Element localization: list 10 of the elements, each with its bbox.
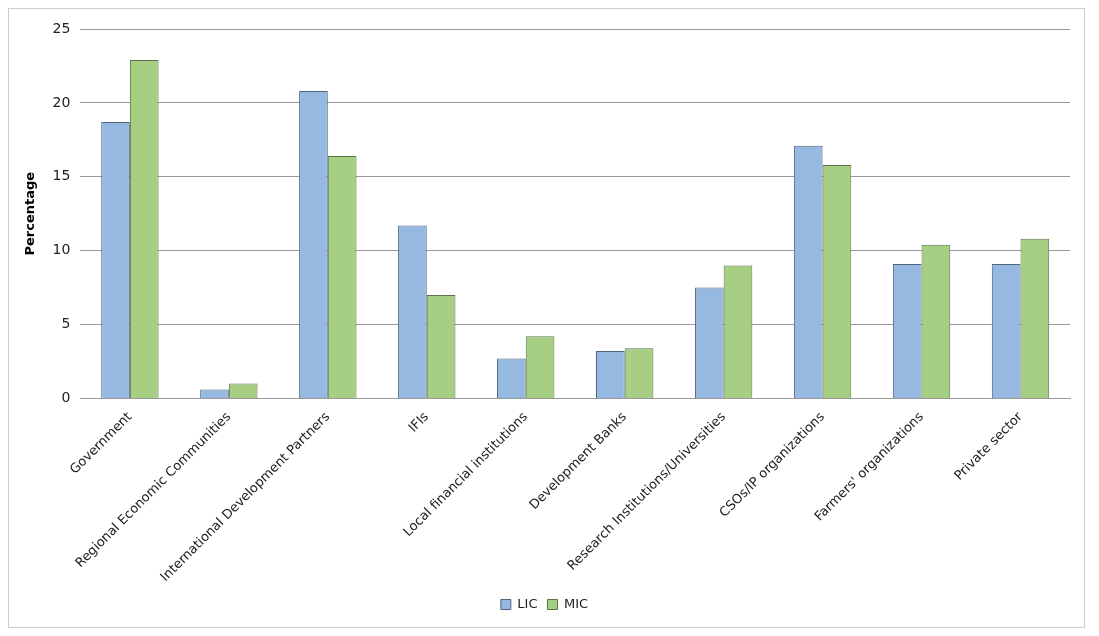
- legend-label: LIC: [517, 595, 538, 611]
- y-tick-label: 0: [61, 389, 71, 406]
- y-tick-label: 15: [52, 167, 71, 184]
- x-tick-label: IFIs: [405, 408, 432, 435]
- y-tick-label: 10: [52, 241, 71, 258]
- legend-label: MIC: [564, 595, 589, 611]
- y-tick-label: 5: [61, 315, 71, 332]
- y-tick-label: 25: [52, 19, 71, 36]
- y-tick-label: 20: [52, 93, 71, 110]
- y-axis-title: Percentage: [22, 171, 38, 256]
